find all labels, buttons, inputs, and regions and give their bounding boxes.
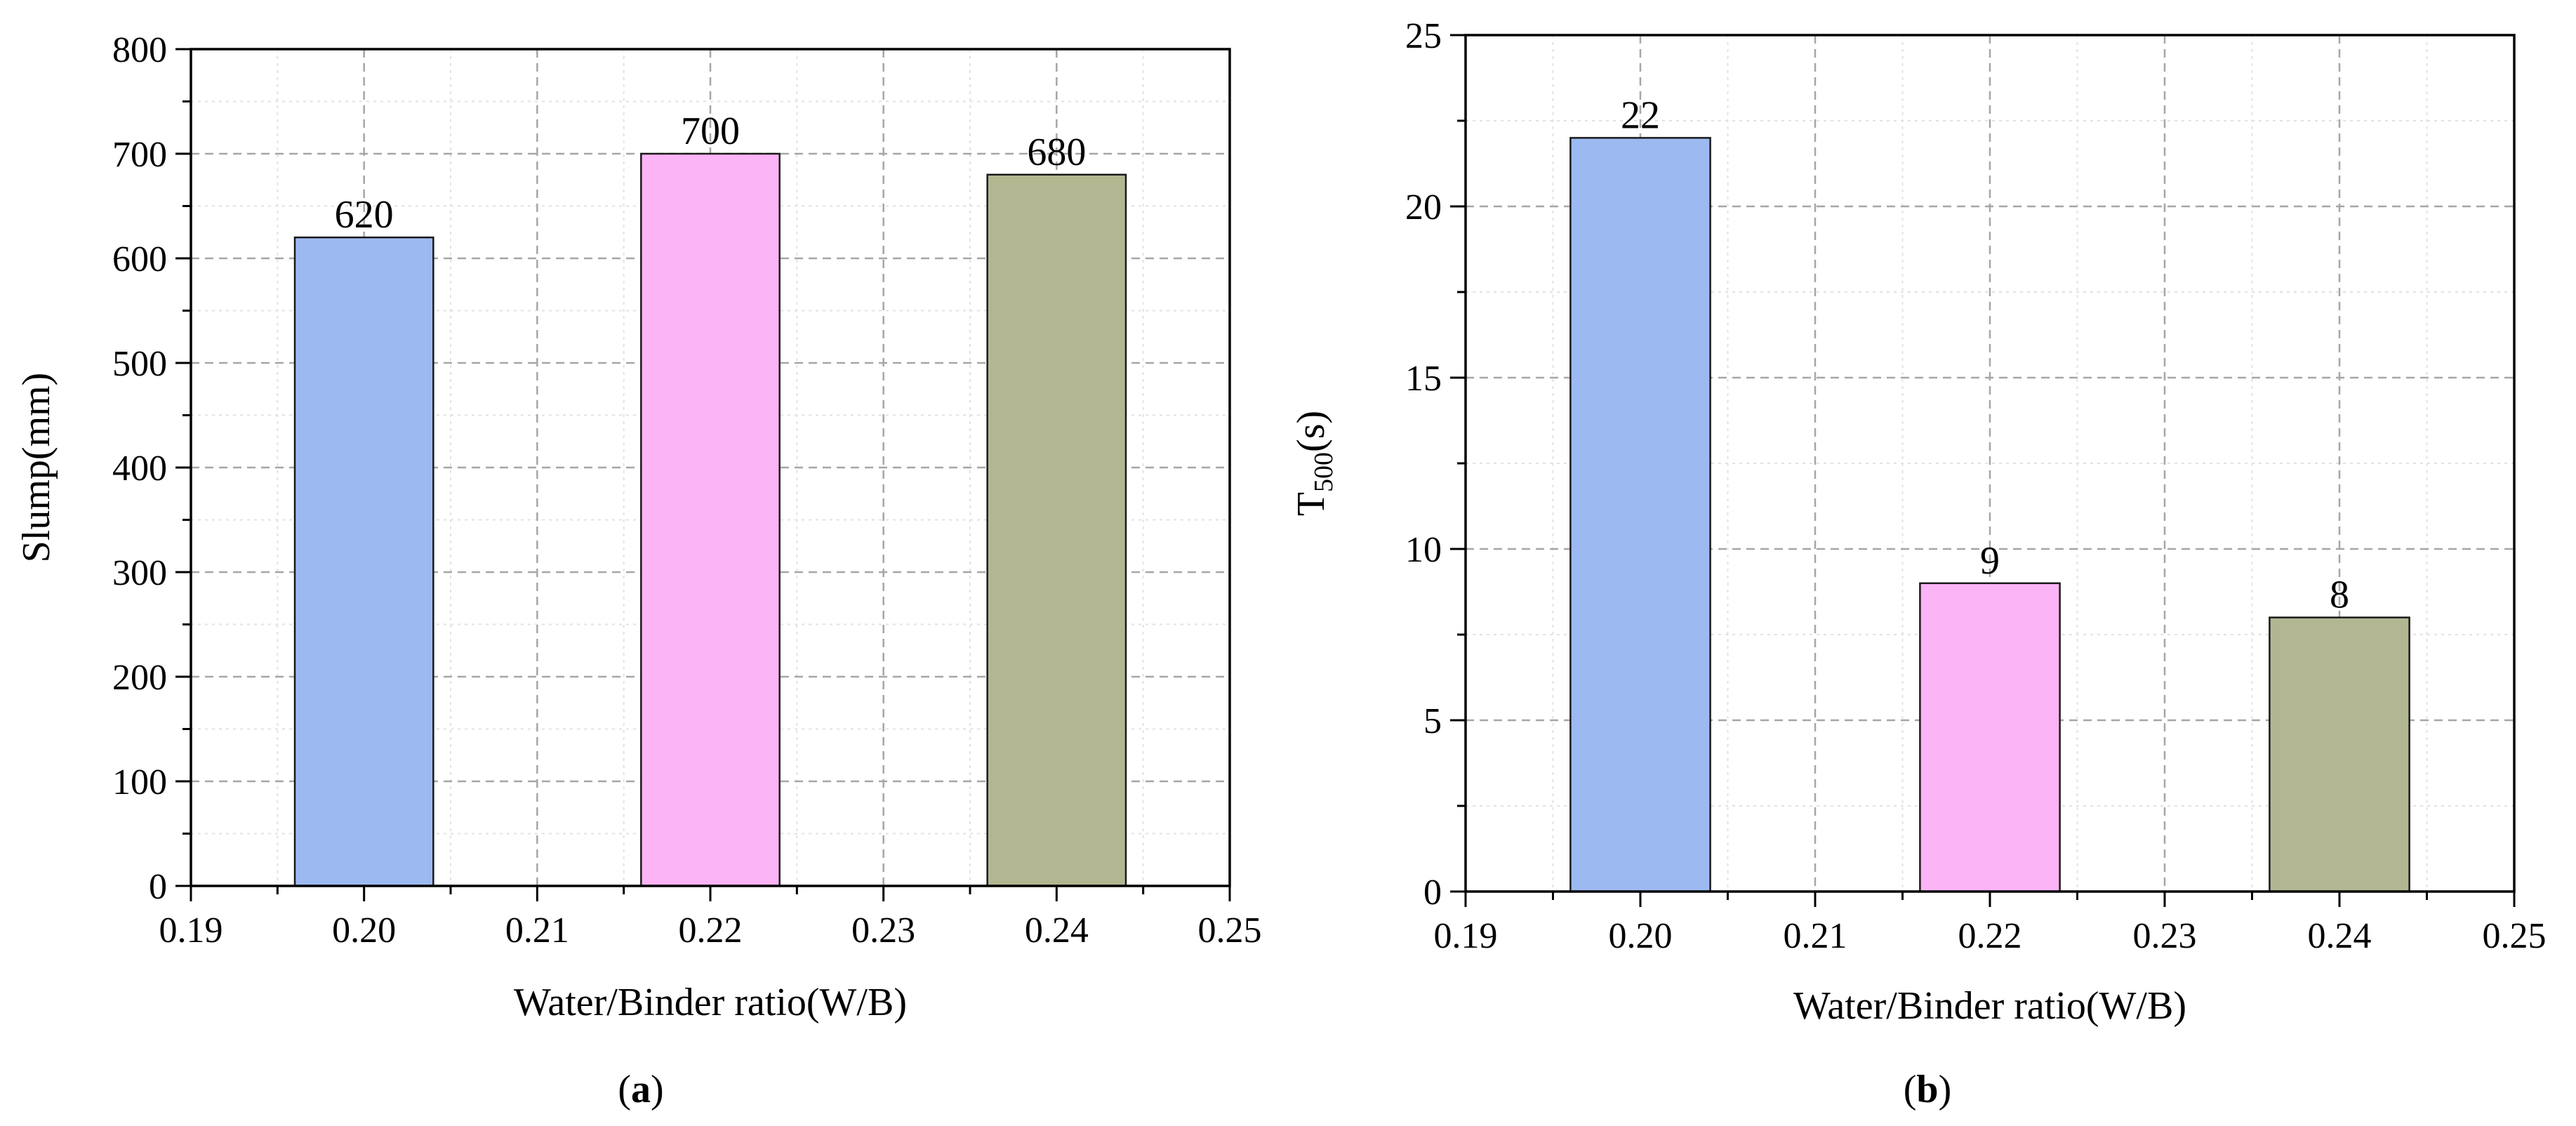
y-tick-label: 700 [112, 135, 167, 175]
panel-label: (b) [1904, 1068, 1951, 1111]
x-tick-label: 0.22 [679, 910, 743, 951]
y-tick-label: 10 [1405, 530, 1442, 570]
x-tick-label: 0.25 [1198, 910, 1262, 951]
x-axis-title: Water/Binder ratio(W/B) [514, 981, 907, 1024]
x-tick-label: 0.19 [1434, 916, 1498, 956]
panel-label: (a) [618, 1068, 663, 1111]
chart-panel-b: 22 9 8 0.19 0.20 0.21 0.22 0.23 0.24 0.25 0 5 10 15 20… [1289, 16, 2547, 1111]
x-tick-label: 0.19 [159, 910, 223, 951]
y-tick-label: 600 [112, 239, 167, 279]
panel-label-open: ( [1904, 1068, 1917, 1111]
panel-label-close: ) [651, 1068, 664, 1111]
panel-label-letter: b [1916, 1068, 1938, 1111]
y-axis-title-subscript: 500 [1309, 452, 1339, 492]
x-tick-label: 0.23 [2133, 916, 2197, 956]
y-tick-label: 15 [1405, 359, 1442, 399]
x-tick-label: 0.22 [1958, 916, 2022, 956]
y-tick-label: 0 [149, 867, 167, 907]
bar [986, 173, 1127, 887]
y-tick-label: 5 [1423, 701, 1442, 741]
y-axis-title-suffix: (s) [1289, 411, 1333, 452]
x-tick-label: 0.24 [2308, 916, 2372, 956]
y-tick-label: 0 [1423, 873, 1442, 913]
x-axis-title: Water/Binder ratio(W/B) [1793, 984, 2186, 1028]
data-label: 700 [681, 110, 740, 153]
bar [2269, 616, 2410, 893]
bar [293, 236, 434, 887]
panel-label-close: ) [1939, 1068, 1952, 1111]
x-tick-label: 0.25 [2483, 916, 2547, 956]
panel-label-letter: a [631, 1068, 651, 1111]
y-axis-title: T500(s) [1289, 411, 1339, 516]
x-tick-label: 0.21 [1784, 916, 1847, 956]
data-label: 620 [335, 193, 394, 237]
y-axis-title: Slump(mm) [15, 373, 58, 563]
x-tick-label: 0.24 [1025, 910, 1089, 951]
bar [640, 152, 781, 887]
x-tick-label: 0.23 [851, 910, 915, 951]
y-tick-label: 400 [112, 449, 167, 489]
panel-label-open: ( [618, 1068, 631, 1111]
data-label: 8 [2330, 574, 2349, 617]
bar [1569, 137, 1711, 893]
chart-panel-a: 620 700 680 0.19 0.20 0.21 0.22 0.23 0.24 0.25 0 10… [15, 30, 1262, 1111]
y-tick-label: 100 [112, 762, 167, 802]
y-tick-label: 800 [112, 30, 167, 70]
data-label: 22 [1621, 93, 1660, 137]
x-tick-label: 0.21 [505, 910, 569, 951]
y-tick-label: 20 [1405, 187, 1442, 227]
bar [1919, 582, 2061, 893]
x-tick-label: 0.20 [332, 910, 396, 951]
y-tick-label: 500 [112, 344, 167, 384]
y-tick-label: 25 [1405, 16, 1442, 56]
x-tick-label: 0.20 [1609, 916, 1673, 956]
y-tick-label: 200 [112, 658, 167, 698]
y-axis-title-main: T [1289, 492, 1333, 516]
data-label: 680 [1027, 131, 1086, 174]
y-tick-label: 300 [112, 553, 167, 593]
data-label: 9 [1980, 539, 2000, 583]
